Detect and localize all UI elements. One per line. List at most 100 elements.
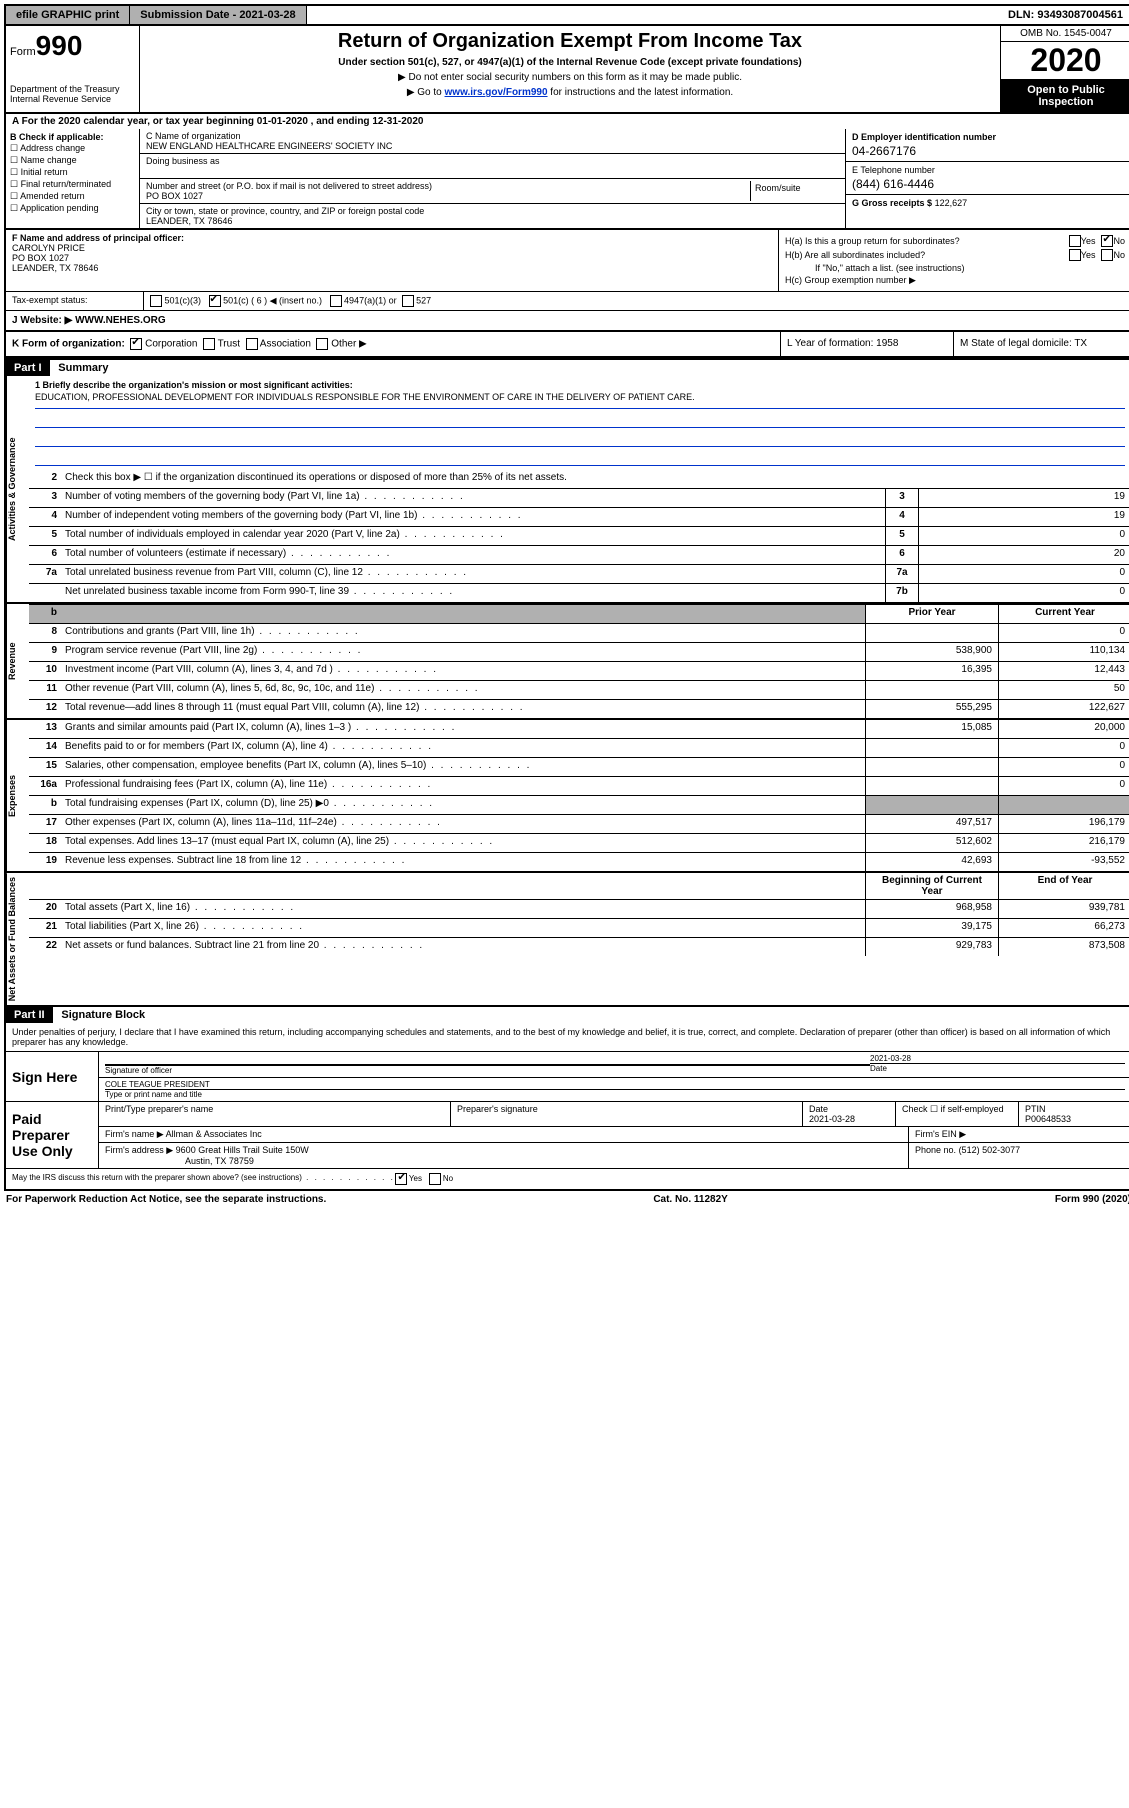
paid-preparer-label: Paid Preparer Use Only [6,1102,99,1168]
chk-corporation[interactable] [130,338,142,350]
col-end-header: End of Year [998,873,1129,899]
dept-treasury: Department of the Treasury Internal Reve… [10,84,135,104]
footer-left: For Paperwork Reduction Act Notice, see … [6,1194,326,1205]
tel-label: E Telephone number [852,165,1125,175]
chk-association[interactable] [246,338,258,350]
top-toolbar: efile GRAPHIC print Submission Date - 20… [4,4,1129,26]
table-row: 22 Net assets or fund balances. Subtract… [29,938,1129,956]
check-self-employed[interactable]: Check ☐ if self-employed [896,1102,1019,1126]
chk-527[interactable] [402,295,414,307]
part1-header: Part I [6,360,50,376]
chk-application-pending[interactable]: ☐ Application pending [10,203,135,214]
footer-right: Form 990 (2020) [1055,1194,1129,1205]
ptin-val: P00648533 [1025,1114,1125,1124]
table-row: 15 Salaries, other compensation, employe… [29,758,1129,777]
k-label: K Form of organization: [12,339,125,350]
room-suite-label: Room/suite [751,181,839,201]
summary-net-assets: Net Assets or Fund Balances Beginning of… [4,873,1129,1007]
prep-date-val: 2021-03-28 [809,1114,889,1124]
mission-label: 1 Briefly describe the organization's mi… [35,380,1125,390]
form-label: Form [10,46,36,58]
form-header: Form990 Department of the Treasury Inter… [4,26,1129,114]
col-current-header: Current Year [998,605,1129,623]
omb-number: OMB No. 1545-0047 [1001,26,1129,42]
line2-label: Check this box ▶ ☐ if the organization d… [61,470,1129,488]
firm-name-label: Firm's name ▶ [105,1129,164,1139]
table-row: 10 Investment income (Part VIII, column … [29,662,1129,681]
form-subtitle: Under section 501(c), 527, or 4947(a)(1)… [146,57,994,68]
col-f-officer: F Name and address of principal officer:… [6,230,779,291]
firm-addr2: Austin, TX 78759 [105,1156,902,1166]
ha-no-checkbox[interactable] [1101,235,1113,247]
chk-initial-return[interactable]: ☐ Initial return [10,167,135,178]
chk-501c[interactable] [209,295,221,307]
irs-yes-checkbox[interactable] [395,1173,407,1185]
phone-val: (512) 502-3077 [959,1145,1021,1155]
col-prior-header: Prior Year [865,605,998,623]
summary-revenue: Revenue b Prior Year Current Year 8 Cont… [4,604,1129,720]
prep-sig-label: Preparer's signature [457,1104,796,1114]
form-id-block: Form990 Department of the Treasury Inter… [6,26,140,112]
col-b-checkboxes: B Check if applicable: ☐ Address change … [6,129,140,228]
table-row: 9 Program service revenue (Part VIII, li… [29,643,1129,662]
chk-other[interactable] [316,338,328,350]
ein-value: 04-2667176 [852,144,1125,158]
hb-no-checkbox[interactable] [1101,249,1113,261]
table-row: 19 Revenue less expenses. Subtract line … [29,853,1129,871]
submission-date: Submission Date - 2021-03-28 [130,6,306,24]
website-value[interactable]: WWW.NEHES.ORG [75,315,166,326]
table-row: 12 Total revenue—add lines 8 through 11 … [29,700,1129,718]
row-a-tax-year: A For the 2020 calendar year, or tax yea… [4,114,1129,129]
chk-address-change[interactable]: ☐ Address change [10,143,135,154]
m-state-domicile: M State of legal domicile: TX [953,332,1129,356]
sign-here-label: Sign Here [6,1052,99,1101]
officer-addr1: PO BOX 1027 [12,253,772,263]
chk-501c3[interactable] [150,295,162,307]
city-label: City or town, state or province, country… [146,206,839,216]
officer-name-val: COLE TEAGUE PRESIDENT [105,1080,1125,1089]
efile-print-button[interactable]: efile GRAPHIC print [6,6,130,24]
chk-4947[interactable] [330,295,342,307]
signature-block: Under penalties of perjury, I declare th… [4,1023,1129,1191]
summary-governance: Activities & Governance 1 Briefly descri… [4,376,1129,604]
table-row: Net unrelated business taxable income fr… [29,584,1129,602]
section-bcd: B Check if applicable: ☐ Address change … [4,129,1129,230]
gross-label: G Gross receipts $ [852,198,932,208]
hb-note: If "No," attach a list. (see instruction… [785,263,1125,273]
ha-yes-checkbox[interactable] [1069,235,1081,247]
row-j-website: J Website: ▶ WWW.NEHES.ORG [4,311,1129,332]
table-row: 20 Total assets (Part X, line 16) 968,95… [29,900,1129,919]
table-row: 13 Grants and similar amounts paid (Part… [29,720,1129,739]
tax-year: 2020 [1001,42,1129,80]
table-row: b Total fundraising expenses (Part IX, c… [29,796,1129,815]
part2-title: Signature Block [61,1009,145,1021]
chk-final-return[interactable]: ☐ Final return/terminated [10,179,135,190]
hb-yes-checkbox[interactable] [1069,249,1081,261]
ha-label: H(a) Is this a group return for subordin… [785,236,1069,246]
footer-mid: Cat. No. 11282Y [653,1194,727,1205]
open-public-badge: Open to Public Inspection [1001,80,1129,112]
sig-date-val: 2021-03-28 [870,1054,1125,1063]
chk-trust[interactable] [203,338,215,350]
chk-amended-return[interactable]: ☐ Amended return [10,191,135,202]
org-name: NEW ENGLAND HEALTHCARE ENGINEERS' SOCIET… [146,141,839,151]
org-city: LEANDER, TX 78646 [146,216,839,226]
c-name-label: C Name of organization [146,131,839,141]
firm-addr1: 9600 Great Hills Trail Suite 150W [176,1145,309,1155]
gross-value: 122,627 [935,198,968,208]
section-fgh: F Name and address of principal officer:… [4,230,1129,292]
chk-name-change[interactable]: ☐ Name change [10,155,135,166]
tel-value: (844) 616-4446 [852,177,1125,191]
firm-addr-label: Firm's address ▶ [105,1145,173,1155]
table-row: 21 Total liabilities (Part X, line 26) 3… [29,919,1129,938]
sig-officer-label: Signature of officer [105,1066,172,1075]
b-label: B Check if applicable: [10,132,135,142]
note-suffix: for instructions and the latest informat… [548,87,734,98]
sig-date-label: Date [870,1063,1125,1073]
page-footer: For Paperwork Reduction Act Notice, see … [4,1191,1129,1208]
irs-no-checkbox[interactable] [429,1173,441,1185]
firm-name-val: Allman & Associates Inc [166,1129,262,1139]
irs-link[interactable]: www.irs.gov/Form990 [445,87,548,98]
form-number: 990 [36,30,83,61]
vtab-net-assets: Net Assets or Fund Balances [6,873,29,1005]
